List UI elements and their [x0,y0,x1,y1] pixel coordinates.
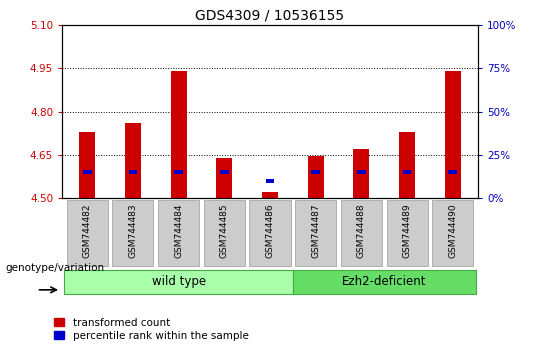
Bar [308,156,323,198]
Bar [399,132,415,198]
Bar [311,170,320,175]
Bar [217,158,232,198]
FancyBboxPatch shape [204,200,245,266]
Text: genotype/variation: genotype/variation [5,263,105,273]
FancyBboxPatch shape [341,200,382,266]
FancyBboxPatch shape [249,200,291,266]
FancyBboxPatch shape [293,270,476,294]
Bar [220,170,229,175]
FancyBboxPatch shape [295,200,336,266]
FancyBboxPatch shape [64,270,293,294]
Bar [353,149,369,198]
Legend: transformed count, percentile rank within the sample: transformed count, percentile rank withi… [54,318,248,341]
Text: GSM744484: GSM744484 [174,204,183,258]
Bar [266,179,274,183]
Text: GSM744487: GSM744487 [311,204,320,258]
Text: Ezh2-deficient: Ezh2-deficient [342,275,427,288]
Bar [79,132,95,198]
Title: GDS4309 / 10536155: GDS4309 / 10536155 [195,8,345,22]
Bar [448,170,457,175]
Text: GSM744483: GSM744483 [129,204,137,258]
Text: GSM744485: GSM744485 [220,204,229,258]
Bar [262,193,278,198]
Text: GSM744490: GSM744490 [448,204,457,258]
Bar [125,123,141,198]
FancyBboxPatch shape [112,200,153,266]
Text: GSM744486: GSM744486 [266,204,274,258]
Bar [83,170,92,175]
Bar [171,71,187,198]
FancyBboxPatch shape [387,200,428,266]
Bar [445,71,461,198]
FancyBboxPatch shape [432,200,474,266]
Text: GSM744482: GSM744482 [83,204,92,258]
Bar [403,170,411,175]
Bar [174,170,183,175]
Text: wild type: wild type [152,275,206,288]
FancyBboxPatch shape [66,200,108,266]
FancyBboxPatch shape [158,200,199,266]
Bar [129,170,137,175]
Text: GSM744488: GSM744488 [357,204,366,258]
Text: GSM744489: GSM744489 [403,204,411,258]
Bar [357,170,366,175]
